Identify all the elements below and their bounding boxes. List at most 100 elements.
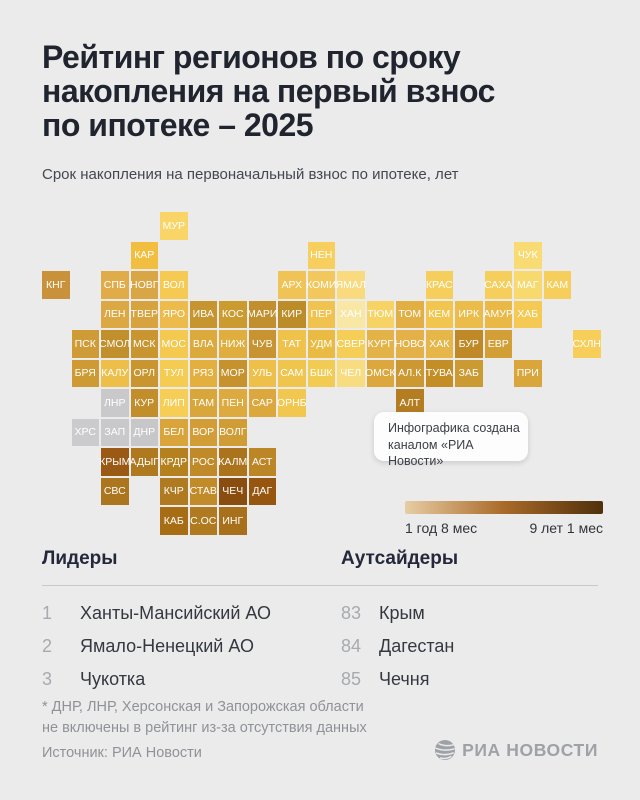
outsiders-heading: Аутсайдеры [341,548,459,569]
list-item: 84 Дагестан [341,630,636,663]
region-tile: ПСК [71,330,99,358]
list-item: 83 Крым [341,597,636,630]
region-tile: БЕЛ [160,418,188,446]
legend-labels: 1 год 8 мес 9 лет 1 мес [405,520,603,536]
region-tile: ОРНБ [277,389,307,417]
rank-number: 83 [341,603,362,623]
rank-number: 84 [341,636,362,656]
region-tile: ТУВА [425,359,453,387]
region-tile: КУР [130,389,158,417]
region-tile-excluded: ЛНР [101,389,129,417]
list-item: 85 Чечня [341,663,636,696]
region-name: Чукотка [80,669,146,689]
region-tile: ПРИ [514,359,542,387]
region-tile: НИЖ [219,330,247,358]
ria-novosti-logo: РИА НОВОСТИ [434,739,598,761]
region-tile: КАЛМ [218,448,247,476]
region-tile: ВОЛ [160,271,188,299]
ria-novosti-logo-text: РИА НОВОСТИ [462,739,598,760]
region-tile: КАЛУ [101,359,129,387]
region-tile: КРЫМ [99,448,130,476]
region-tile: КИР [278,300,306,328]
region-tile: МУР [160,212,188,240]
legend-max-label: 9 лет 1 мес [529,520,603,536]
region-tile: КАБ [160,507,188,535]
region-tile: КАМ [543,271,571,299]
region-tile: ЗАБ [455,359,483,387]
page-title-line: по ипотеке – 2025 [42,107,314,143]
region-tile: СПБ [101,271,129,299]
region-tile: ЛИП [160,389,188,417]
lists-divider [42,585,598,586]
region-tile: ЛЕН [101,300,129,328]
region-tile: ТАТ [278,330,306,358]
legend-min-label: 1 год 8 мес [405,520,478,536]
region-tile: ТВЕР [130,300,158,328]
region-tile: КЕМ [425,300,453,328]
credit-callout-line: каналом «РИА Новости» [388,437,474,469]
region-tile: НОВО [394,330,425,358]
region-tile: НЕН [307,241,335,269]
outsiders-list: 83 Крым 84 Дагестан 85 Чечня [341,597,636,696]
region-tile: БУР [455,330,483,358]
region-tile: МОС [160,330,188,358]
rank-number: 1 [42,603,53,623]
region-tile: ДАГ [248,477,276,505]
region-tile: СТАВ [189,477,217,505]
region-tile: МАРИ [247,300,277,328]
region-tile: БРЯ [71,359,99,387]
leaders-list: 1 Ханты-Мансийский АО 2 Ямало-Ненецкий АО 3 Ч… [42,597,337,696]
credit-callout: Инфографика создана каналом «РИА Новости… [374,412,528,468]
region-tile: АМУР [484,300,513,328]
ria-novosti-logo-icon [434,739,456,761]
rank-number: 2 [42,636,53,656]
list-item: 3 Чукотка [42,663,337,696]
region-tile: ТОМ [396,300,424,328]
region-tile: ЕВР [484,330,512,358]
region-tile: КОМИ [306,271,336,299]
rank-number: 85 [341,669,362,689]
region-tile: АЛТ [396,389,424,417]
region-tile: АСТ [248,448,276,476]
region-tile-excluded: ДНР [130,418,158,446]
list-item: 2 Ямало-Ненецкий АО [42,630,337,663]
region-tile: ВОР [189,418,217,446]
region-tile: САХА [484,271,512,299]
region-tile: ИНГ [219,507,247,535]
region-tile: ТАМ [189,389,217,417]
page-title: Рейтинг регионов по сроку накопления на … [42,40,602,142]
region-tile: КОС [219,300,247,328]
region-name: Крым [379,603,425,623]
region-tile: ИРК [455,300,483,328]
footnote-line: не включены в рейтинг из-за отсутствия д… [42,720,367,736]
region-tile: БШК [307,359,335,387]
region-tile: ИВА [189,300,217,328]
region-name: Чечня [379,669,430,689]
region-tile: ПЕР [307,300,335,328]
region-tile: С.ОС [189,507,217,535]
region-tile: ОРЛ [130,359,158,387]
region-tile: МСК [130,330,158,358]
region-tile: ОМСК [365,359,396,387]
region-tile: УДМ [307,330,335,358]
region-tile: СМОЛ [99,330,130,358]
region-tile: ЧЕЛ [337,359,365,387]
region-tile: АЛ.К [396,359,424,387]
region-name: Ямало-Ненецкий АО [80,636,254,656]
footnote-line: * ДНР, ЛНР, Херсонская и Запорожская обл… [42,699,364,715]
color-legend: 1 год 8 мес 9 лет 1 мес [405,501,603,536]
region-name: Дагестан [379,636,455,656]
region-tile: ЧЕЧ [219,477,247,505]
page-subtitle: Срок накопления на первоначальный взнос … [42,166,459,183]
region-tile: КАР [130,241,158,269]
region-tile: ХАН [337,300,365,328]
region-tile: ТЮМ [366,300,394,328]
region-tile: КРДР [160,448,188,476]
region-tile: ВЛА [189,330,217,358]
region-tile: КНГ [42,271,70,299]
region-tile: ЧУК [514,241,542,269]
footnote: * ДНР, ЛНР, Херсонская и Запорожская обл… [42,697,367,739]
source-text: Источник: РИА Новости [42,745,202,761]
region-tile: ПЕН [219,389,247,417]
region-tile: СВС [101,477,129,505]
